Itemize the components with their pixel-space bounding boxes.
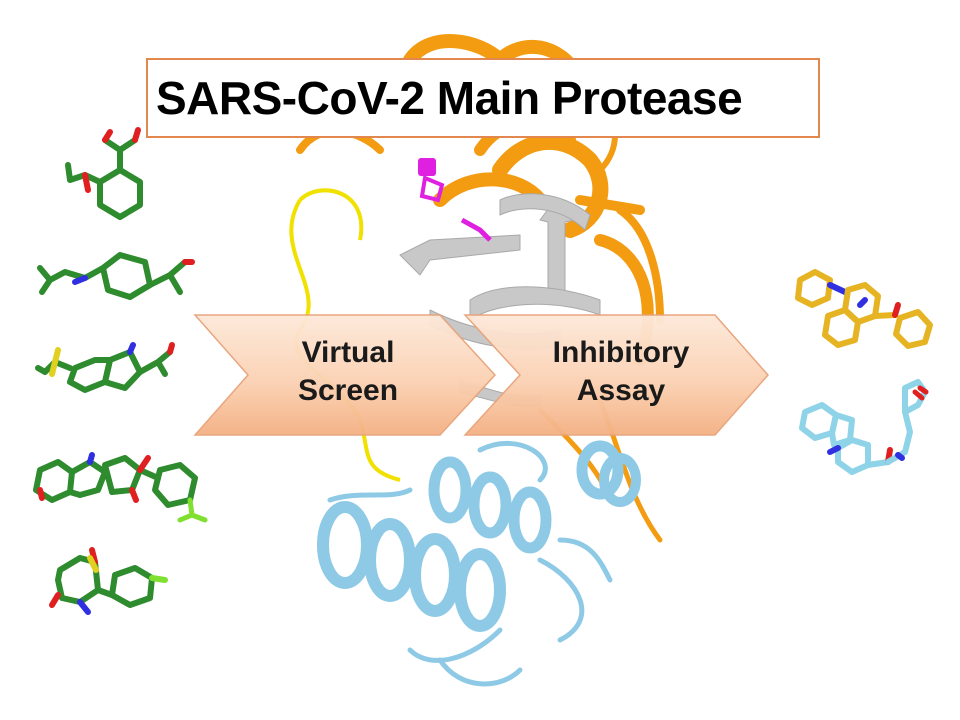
ligand-left-1 — [65, 127, 143, 220]
step-arrow-inhibitory-assay — [463, 314, 770, 436]
step-arrow-virtual-screen — [193, 314, 497, 436]
step-label-virtual-screen: Virtual Screen — [297, 336, 399, 407]
step-label-inhibitory-assay: Inhibitory Assay — [552, 336, 690, 407]
ligand-left-3 — [35, 342, 175, 393]
ligand-hit-2 — [799, 379, 929, 475]
figure-title: SARS-CoV-2 Main Protease — [146, 58, 820, 138]
ligand-left-4 — [33, 452, 208, 523]
ligand-hit-1 — [795, 269, 933, 349]
protein-ribbon-icon — [289, 34, 664, 687]
ligand-left-5 — [49, 547, 168, 615]
ligand-left-2 — [37, 252, 195, 300]
